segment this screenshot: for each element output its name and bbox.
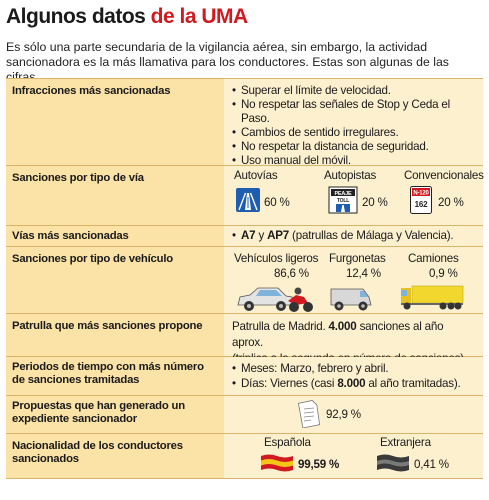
autopista-toll-sign-icon: PEAJE TOLL — [328, 186, 358, 218]
infraccion-item: Cambios de sentido irregulares. — [232, 126, 477, 140]
conventional-road-sign-icon: N-120 162 — [410, 186, 432, 218]
row-periodos: Periodos de tiempo con más número de san… — [6, 356, 483, 395]
row-vias: Vías más sancionadas A7 y AP7 (patrullas… — [6, 225, 483, 246]
patrulla-line1: Patrulla de Madrid. 4.000 sanciones al a… — [232, 319, 477, 351]
via-name-autovias: Autovías — [234, 169, 278, 182]
via-name-autopistas: Autopistas — [324, 169, 377, 182]
via-y: y — [255, 229, 268, 242]
truck-icon — [399, 285, 465, 315]
sign-text-peaje: PEAJE — [334, 191, 352, 197]
autovia-sign-icon — [236, 188, 260, 216]
car-motorcycle-icon — [236, 283, 314, 317]
patrulla-text: Patrulla de Madrid. — [232, 320, 329, 333]
row-value-vias: A7 y AP7 (patrullas de Málaga y Valencia… — [224, 226, 483, 246]
row-patrulla: Patrulla que más sanciones propone Patru… — [6, 313, 483, 365]
row-value-infracciones: Superar el límite de velocidad. No respe… — [224, 79, 483, 168]
infraccion-item: No respetar las señales de Stop y Ceda e… — [232, 98, 477, 126]
via-pct-convencionales: 20 % — [438, 196, 464, 209]
via-name-convencionales: Convencionales — [404, 169, 484, 182]
foreign-flag-icon — [376, 453, 410, 477]
document-icon — [297, 399, 321, 432]
row-label-tipo-vehiculo: Sanciones por tipo de vehículo — [6, 247, 224, 313]
via-ap7: AP7 — [267, 229, 290, 242]
infraccion-item: Uso manual del móvil. — [232, 154, 477, 168]
title-part1: Algunos datos — [6, 5, 151, 28]
nacionalidad-name-extranjera: Extranjera — [380, 436, 431, 449]
van-icon — [329, 285, 373, 315]
vehicle-name-camiones: Camiones — [408, 252, 459, 265]
row-label-periodos: Periodos de tiempo con más número de san… — [6, 357, 224, 395]
row-label-tipo-via: Sanciones por tipo de vía — [6, 166, 224, 225]
title-part2: de la UMA — [150, 5, 249, 28]
vehicle-name-furgonetas: Furgonetas — [329, 252, 386, 265]
periodo-item: Días: Viernes (casi 8.000 al año tramita… — [232, 376, 477, 391]
sign-text-num: 162 — [415, 200, 428, 209]
row-label-propuestas: Propuestas que han generado un expedient… — [6, 396, 224, 433]
via-pct-autovias: 60 % — [264, 196, 290, 209]
page-title: Algunos datos de la UMA — [6, 5, 248, 29]
vias-rest: (patrullas de Málaga y Valencia). — [289, 229, 454, 242]
row-value-patrulla: Patrulla de Madrid. 4.000 sanciones al a… — [224, 314, 483, 365]
periodo-number: 8.000 — [337, 377, 366, 390]
row-value-periodos: Meses: Marzo, febrero y abril. Días: Vie… — [224, 357, 483, 395]
patrulla-number: 4.000 — [328, 320, 357, 333]
vehicle-pct-ligeros: 86,6 % — [274, 267, 309, 280]
row-label-infracciones: Infracciones más sancionadas — [6, 79, 224, 165]
nacionalidad-pct-espanola: 99,59 % — [298, 458, 340, 471]
spain-flag-icon — [260, 453, 294, 477]
vehicle-pct-furgonetas: 12,4 % — [346, 267, 381, 280]
row-label-nacionalidad: Nacionalidad de los conductores sanciona… — [6, 434, 224, 478]
periodo-text-end: al año tramitadas). — [365, 377, 461, 390]
row-value-tipo-via: Autovías Autopistas Convencionales 60 % … — [224, 166, 484, 225]
propuestas-pct: 92,9 % — [326, 408, 361, 421]
row-nacionalidad: Nacionalidad de los conductores sanciona… — [6, 433, 483, 478]
vehicle-pct-camiones: 0,9 % — [429, 267, 458, 280]
vias-item: A7 y AP7 (patrullas de Málaga y Valencia… — [232, 229, 477, 243]
vehicle-name-ligeros: Vehículos ligeros — [234, 252, 319, 265]
via-pct-autopistas: 20 % — [362, 196, 388, 209]
sign-text-n: N-120 — [413, 191, 429, 197]
row-infracciones: Infracciones más sancionadas Superar el … — [6, 78, 483, 168]
data-table: Infracciones más sancionadas Superar el … — [6, 78, 484, 479]
infraccion-item: No respetar la distancia de seguridad. — [232, 140, 477, 154]
row-value-tipo-vehiculo: Vehículos ligeros Furgonetas Camiones 86… — [224, 247, 483, 313]
infraccion-item: Superar el límite de velocidad. — [232, 84, 477, 98]
sign-text-toll: TOLL — [337, 198, 349, 204]
row-tipo-via: Sanciones por tipo de vía Autovías Autop… — [6, 165, 484, 225]
via-a7: A7 — [241, 229, 256, 242]
nacionalidad-pct-extranjera: 0,41 % — [414, 458, 449, 471]
row-propuestas: Propuestas que han generado un expedient… — [6, 395, 483, 433]
periodo-item: Meses: Marzo, febrero y abril. — [232, 361, 477, 376]
row-label-patrulla: Patrulla que más sanciones propone — [6, 314, 224, 356]
row-tipo-vehiculo: Sanciones por tipo de vehículo Vehículos… — [6, 246, 483, 313]
periodo-text: Días: Viernes (casi — [241, 377, 338, 390]
nacionalidad-name-espanola: Española — [264, 436, 311, 449]
row-value-nacionalidad: Española Extranjera 99,59 % 0,41 % — [224, 434, 483, 478]
row-label-vias: Vías más sancionadas — [6, 226, 224, 246]
row-value-propuestas: 92,9 % — [224, 396, 483, 433]
patrulla-text-end: sanciones al año aprox. — [232, 320, 444, 349]
